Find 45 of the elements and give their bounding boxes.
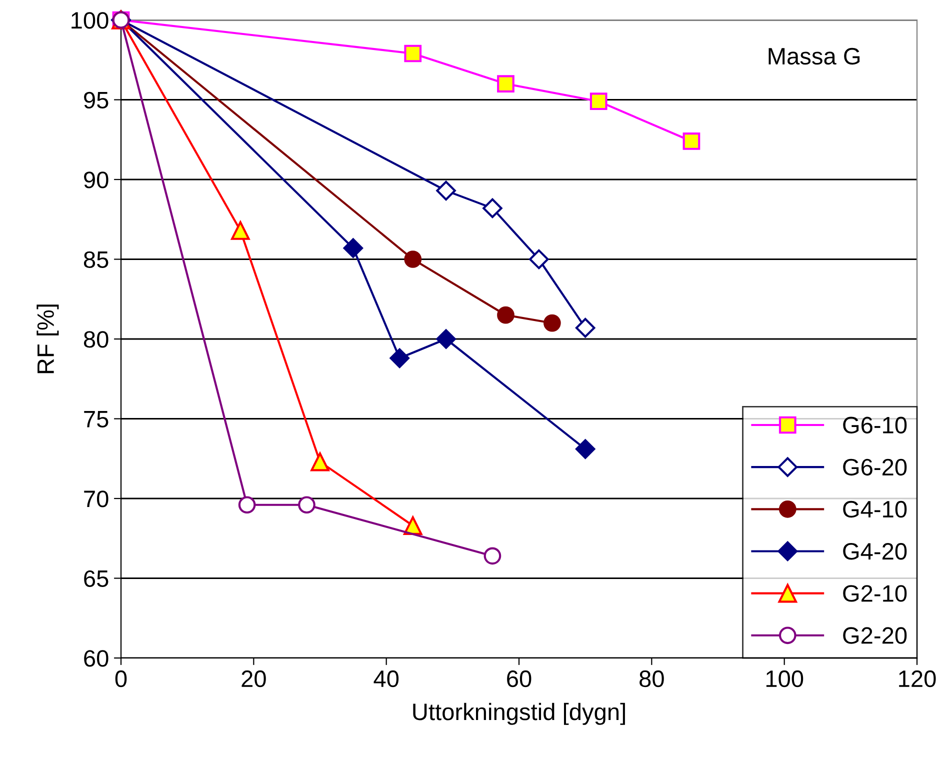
y-axis-title: RF [%] (36, 304, 59, 374)
point (238, 496, 256, 514)
legend-label: G6-20 (843, 458, 907, 476)
point (298, 496, 316, 514)
x-tick-label: 0 (115, 670, 127, 688)
y-tick-label: 60 (84, 650, 108, 667)
point (590, 92, 608, 110)
legend-label: G6-10 (843, 416, 907, 434)
legend-label: G2-10 (843, 585, 907, 602)
point (436, 180, 456, 201)
point (390, 348, 410, 368)
point (575, 318, 596, 338)
y-tick-label: 95 (84, 92, 108, 109)
y-tick-label: 85 (84, 251, 108, 268)
x-tick-label: 60 (507, 670, 532, 688)
y-tick-label: 75 (84, 411, 108, 428)
point (529, 249, 549, 270)
x-tick-label: 100 (766, 670, 804, 688)
point (497, 306, 514, 324)
point (575, 439, 596, 459)
y-tick-label: 90 (84, 172, 108, 188)
annotation: Massa G (768, 48, 860, 65)
legend-label: G4-10 (843, 500, 907, 518)
point (404, 44, 422, 62)
x-tick-label: 120 (899, 670, 936, 688)
x-tick-label: 40 (374, 670, 399, 688)
y-tick-label: 70 (84, 490, 108, 508)
point (497, 75, 514, 92)
y-tick-label: 80 (84, 331, 108, 348)
y-tick-label: 100 (72, 12, 108, 29)
point (436, 329, 456, 349)
point (543, 314, 561, 332)
point (310, 452, 330, 472)
point (682, 132, 700, 150)
y-tick-label: 65 (84, 570, 108, 588)
point (404, 250, 422, 268)
legend-label: G2-20 (843, 627, 907, 644)
point (484, 547, 502, 565)
point (482, 198, 502, 218)
point (343, 238, 364, 258)
x-tick-label: 80 (640, 670, 664, 688)
x-axis-title: Uttorkningstid [dygn] (413, 702, 625, 725)
legend-label: G4-20 (843, 543, 907, 560)
point (231, 221, 250, 240)
x-tick-label: 20 (242, 670, 266, 688)
